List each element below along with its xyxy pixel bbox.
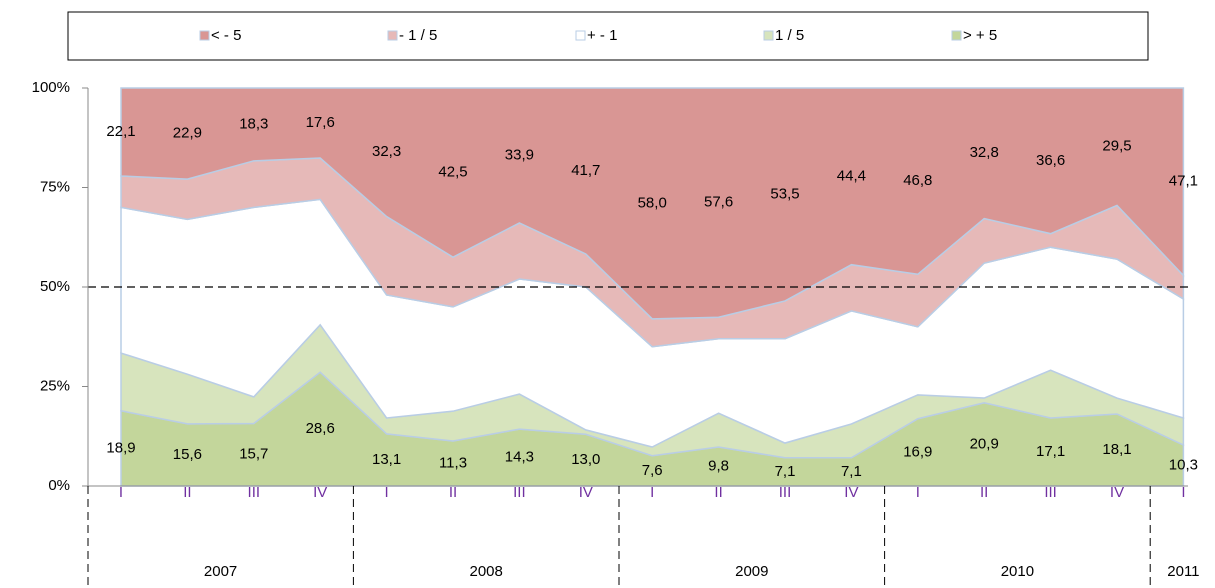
data-label: 7,1 — [841, 463, 862, 480]
data-label: 32,8 — [970, 144, 999, 161]
data-label: 7,6 — [642, 462, 663, 479]
data-label: 53,5 — [770, 185, 799, 202]
group-label: 2010 — [1001, 563, 1034, 580]
data-label: 36,6 — [1036, 152, 1065, 169]
legend-swatch — [575, 30, 586, 41]
x-tick-label: I — [1181, 484, 1185, 501]
x-tick-label: IV — [313, 484, 327, 501]
data-label: 29,5 — [1102, 138, 1131, 155]
data-label: 33,9 — [505, 146, 534, 163]
data-label: 41,7 — [571, 162, 600, 179]
x-tick-label: I — [385, 484, 389, 501]
data-label: 16,9 — [903, 443, 932, 460]
x-tick-label: II — [980, 484, 988, 501]
y-tick-label: 25% — [40, 377, 70, 394]
x-tick-label: II — [183, 484, 191, 501]
x-tick-label: IV — [1110, 484, 1124, 501]
data-label: 42,5 — [438, 164, 467, 181]
legend-label: > + 5 — [963, 27, 997, 44]
data-label: 32,3 — [372, 143, 401, 160]
legend-label: < - 5 — [211, 27, 241, 44]
data-label: 22,9 — [173, 125, 202, 142]
x-tick-label: I — [650, 484, 654, 501]
data-label: 28,6 — [306, 420, 335, 437]
data-label: 13,1 — [372, 451, 401, 468]
legend-box — [67, 11, 1149, 61]
data-label: 46,8 — [903, 172, 932, 189]
x-tick-label: III — [779, 484, 792, 501]
data-label: 11,3 — [439, 454, 467, 471]
data-label: 13,0 — [571, 451, 600, 468]
legend-label: 1 / 5 — [775, 27, 804, 44]
data-label: 44,4 — [837, 167, 866, 184]
legend-swatch — [199, 30, 210, 41]
group-label: 2008 — [470, 563, 503, 580]
data-label: 14,3 — [505, 449, 534, 466]
x-tick-label: III — [1044, 484, 1057, 501]
data-label: 47,1 — [1169, 173, 1198, 190]
data-label: 9,8 — [708, 457, 729, 474]
data-label: 57,6 — [704, 194, 733, 211]
legend-label: + - 1 — [587, 27, 617, 44]
data-label: 10,3 — [1169, 456, 1198, 473]
data-label: 22,1 — [106, 123, 135, 140]
x-tick-label: III — [248, 484, 261, 501]
legend-label: - 1 / 5 — [399, 27, 437, 44]
x-tick-label: I — [119, 484, 123, 501]
data-label: 18,9 — [106, 439, 135, 456]
data-label: 18,1 — [1102, 441, 1131, 458]
group-label: 2009 — [735, 563, 768, 580]
y-tick-label: 50% — [40, 278, 70, 295]
y-tick-label: 75% — [40, 178, 70, 195]
data-label: 18,3 — [239, 115, 268, 132]
data-label: 15,6 — [173, 446, 202, 463]
legend-swatch — [387, 30, 398, 41]
data-label: 17,6 — [306, 114, 335, 131]
y-tick-label: 0% — [48, 477, 70, 494]
area — [120, 87, 1185, 320]
legend-swatch — [951, 30, 962, 41]
group-label: 2007 — [204, 563, 237, 580]
x-tick-label: IV — [579, 484, 593, 501]
data-label: 7,1 — [775, 463, 796, 480]
data-label: 20,9 — [970, 435, 999, 452]
data-label: 58,0 — [638, 194, 667, 211]
legend-swatch — [763, 30, 774, 41]
group-label: 2011 — [1167, 563, 1199, 580]
x-tick-label: III — [513, 484, 526, 501]
x-tick-label: II — [449, 484, 457, 501]
y-tick-label: 100% — [32, 79, 70, 96]
x-tick-label: I — [916, 484, 920, 501]
data-label: 15,7 — [239, 446, 268, 463]
x-tick-label: IV — [844, 484, 858, 501]
data-label: 17,1 — [1036, 443, 1065, 460]
x-tick-label: II — [714, 484, 722, 501]
